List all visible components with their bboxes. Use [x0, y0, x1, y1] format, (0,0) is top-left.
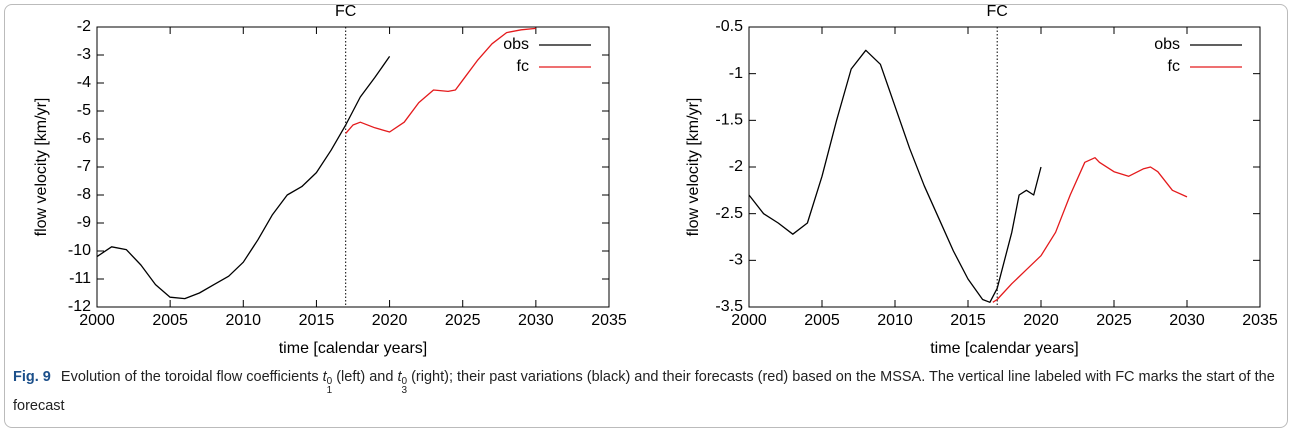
y-tick-label: -4 — [77, 74, 91, 91]
x-tick-label: 2005 — [804, 312, 840, 329]
y-tick-label: -10 — [68, 242, 91, 259]
legend-label: fc — [517, 58, 529, 75]
caption: Fig. 9 Evolution of the toroidal flow co… — [13, 366, 1275, 417]
caption-text: (right); their past variations (black) a… — [13, 369, 1275, 414]
math-symbol: t — [397, 369, 402, 385]
forecast-label: FC — [987, 3, 1008, 20]
y-tick-label: -2 — [729, 158, 743, 175]
y-tick-label: -3.5 — [715, 298, 743, 315]
x-tick-label: 2035 — [591, 312, 627, 329]
y-tick-label: -9 — [77, 214, 91, 231]
x-tick-label: 2030 — [1169, 312, 1205, 329]
y-tick-label: -0.5 — [715, 18, 743, 35]
caption-text: (left) and — [332, 369, 398, 385]
plot-frame — [96, 26, 610, 308]
legend-label: obs — [1154, 36, 1180, 53]
math-symbol: t — [322, 369, 327, 385]
x-tick-label: 2010 — [877, 312, 913, 329]
y-tick-label: -2.5 — [715, 205, 743, 222]
x-tick-label: 2010 — [225, 312, 261, 329]
forecast-label: FC — [335, 3, 356, 20]
x-tick-label: 2025 — [1096, 312, 1132, 329]
y-tick-label: -1.5 — [715, 112, 743, 129]
charts: -12 -11 -10 -9 -8 -7 -6 -5 -4 -3 -2 2000 2005 2010 201… — [33, 3, 1278, 357]
y-tick-label: -3 — [77, 46, 91, 63]
x-tick-label: 2015 — [299, 312, 335, 329]
y-tick-label: -11 — [69, 270, 91, 287]
x-tick-label: 2000 — [731, 312, 767, 329]
y-tick-label: -8 — [77, 186, 91, 203]
y-axis-label: flow velocity [km/yr] — [33, 98, 50, 237]
x-tick-label: 2015 — [950, 312, 986, 329]
series-line — [748, 49, 1042, 303]
x-tick-label: 2020 — [372, 312, 408, 329]
x-tick-label: 2035 — [1242, 312, 1278, 329]
figure-frame — [4, 4, 1288, 428]
y-tick-label: -7 — [77, 158, 91, 175]
x-tick-label: 2005 — [152, 312, 188, 329]
math-sup: 0 — [401, 376, 408, 387]
series-line — [992, 157, 1188, 303]
x-tick-label: 2025 — [445, 312, 481, 329]
y-axis-label: flow velocity [km/yr] — [685, 98, 702, 237]
figure-label: Fig. 9 — [13, 369, 51, 385]
x-tick-label: 2000 — [79, 312, 115, 329]
math-sub: 1 — [326, 385, 333, 396]
y-tick-label: -5 — [77, 102, 91, 119]
plot-frame — [748, 26, 1261, 308]
math-sub: 3 — [401, 385, 408, 396]
x-axis-label: time [calendar years] — [279, 340, 428, 357]
series-line — [345, 27, 536, 134]
caption-text: Evolution of the toroidal flow coefficie… — [60, 369, 323, 385]
legend-label: fc — [1168, 58, 1180, 75]
y-tick-label: -1 — [729, 65, 743, 82]
legend-label: obs — [503, 36, 529, 53]
y-tick-label: -3 — [729, 252, 743, 269]
series-line — [96, 56, 391, 300]
y-tick-label: -6 — [77, 130, 91, 147]
y-tick-label: -12 — [68, 298, 91, 315]
x-axis-label: time [calendar years] — [930, 340, 1079, 357]
math-sup: 0 — [326, 376, 333, 387]
x-tick-label: 2030 — [518, 312, 554, 329]
y-tick-label: -2 — [77, 18, 91, 35]
x-tick-label: 2020 — [1023, 312, 1059, 329]
